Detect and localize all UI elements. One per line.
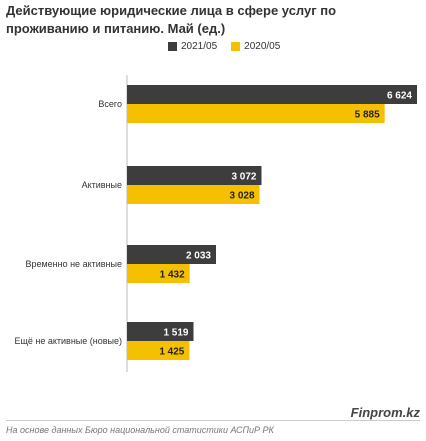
bar-2020	[127, 264, 190, 283]
legend-item-2020: 2020/05	[231, 41, 280, 52]
data-label: 5 885	[355, 110, 380, 121]
category-label: Активные	[82, 180, 122, 190]
bar-2021	[127, 245, 217, 264]
legend: 2021/05 2020/05	[168, 40, 294, 52]
bar-2020	[127, 104, 385, 123]
bar-2020	[127, 185, 260, 204]
data-label: 1 432	[160, 270, 185, 281]
legend-swatch-2021	[168, 41, 177, 51]
legend-label-2020: 2020/05	[244, 40, 281, 52]
bar-2021	[127, 322, 194, 341]
category-label: Всего	[98, 99, 122, 109]
source-note: На основе данных Бюро национальной стати…	[6, 425, 274, 435]
watermark: Finprom.kz	[350, 405, 420, 420]
legend-swatch-2020	[231, 41, 241, 51]
category-label: Временно не активные	[25, 259, 122, 269]
data-label: 6 624	[387, 91, 412, 102]
data-label: 3 072	[231, 172, 256, 183]
footer-divider	[6, 420, 420, 421]
bar-2020	[127, 341, 190, 360]
data-label: 1 425	[159, 347, 184, 358]
data-label: 3 028	[230, 191, 255, 202]
legend-label-2021: 2021/05	[181, 40, 218, 52]
data-label: 2 033	[186, 251, 211, 262]
data-label: 1 519	[163, 328, 188, 339]
chart-title: Действующие юридические лица в сфере усл…	[6, 3, 337, 36]
bar-2021	[127, 166, 262, 185]
legend-item-2021: 2021/05	[168, 41, 217, 52]
bar-2021	[127, 85, 417, 104]
category-label: Ещё не активные (новые)	[14, 336, 122, 346]
